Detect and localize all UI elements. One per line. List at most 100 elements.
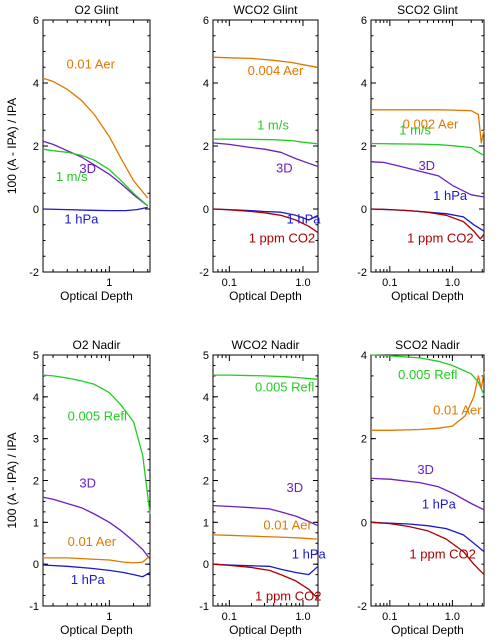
x-axis-label: Optical Depth xyxy=(229,289,302,303)
series-line-2 xyxy=(43,555,151,564)
chart-title: SCO2 Glint xyxy=(397,3,458,17)
y-tick-label: 4 xyxy=(361,78,367,90)
series-line-0 xyxy=(42,77,149,199)
y-tick-label: 2 xyxy=(33,476,39,488)
y-tick-label: 4 xyxy=(203,392,209,404)
series-line-1 xyxy=(42,496,151,560)
y-axis-label: 100 (A - IPA) / IPA xyxy=(5,432,19,528)
y-tick-label: 6 xyxy=(203,15,209,27)
chart-title: O2 Nadir xyxy=(72,338,120,352)
series-label: 1 hPa xyxy=(422,497,457,512)
series-line-4 xyxy=(370,521,485,576)
x-tick-label: 0.1 xyxy=(222,277,237,289)
series-line-1 xyxy=(213,138,319,145)
series-label: 1 ppm CO2 xyxy=(249,230,315,245)
x-tick-label: 1 xyxy=(106,611,112,623)
x-tick-label: 0.1 xyxy=(382,277,397,289)
series-label: 1 ppm CO2 xyxy=(407,230,473,245)
y-tick-label: 4 xyxy=(33,392,39,404)
series-label: 1 m/s xyxy=(257,118,289,133)
y-tick-label: 0 xyxy=(33,204,39,216)
y-tick-label: 0 xyxy=(33,559,39,571)
series-line-4 xyxy=(212,563,319,599)
y-tick-label: 2 xyxy=(361,434,367,446)
series-label: 0.01 Aer xyxy=(68,534,117,549)
series-line-4 xyxy=(212,208,319,234)
series-label: 3D xyxy=(417,462,434,477)
series-line-1 xyxy=(371,371,485,431)
series-label: 1 hPa xyxy=(287,211,322,226)
y-tick-label: 6 xyxy=(33,15,39,27)
y-tick-label: 1 xyxy=(203,517,209,529)
series-line-0 xyxy=(371,109,485,144)
y-tick-label: 3 xyxy=(203,434,209,446)
chart-title: WCO2 Nadir xyxy=(231,338,299,352)
y-tick-label: 2 xyxy=(203,476,209,488)
series-label: 3D xyxy=(418,158,435,173)
series-label: 1 hPa xyxy=(71,572,106,587)
y-tick-label: 3 xyxy=(33,434,39,446)
series-label: 0.005 Refl xyxy=(255,379,314,394)
series-line-1 xyxy=(370,142,485,156)
series-label: 1 m/s xyxy=(399,123,431,138)
x-axis-label: Optical Depth xyxy=(60,289,133,303)
y-tick-label: 0 xyxy=(361,204,367,216)
series-label: 1 hPa xyxy=(64,211,99,226)
series-line-0 xyxy=(42,374,151,515)
y-tick-label: 2 xyxy=(203,141,209,153)
y-tick-label: 0 xyxy=(203,559,209,571)
x-tick-label: 0.1 xyxy=(222,611,237,623)
y-tick-label: -2 xyxy=(357,601,367,613)
x-tick-label: 1.0 xyxy=(295,277,310,289)
x-tick-label: 1.0 xyxy=(295,611,310,623)
y-tick-label: -1 xyxy=(29,601,39,613)
x-axis-label: Optical Depth xyxy=(391,623,464,637)
x-tick-label: 1.0 xyxy=(445,277,460,289)
series-label: 1 hPa xyxy=(292,547,327,562)
y-tick-label: 4 xyxy=(203,78,209,90)
series-line-1 xyxy=(42,140,149,207)
y-tick-label: 6 xyxy=(361,15,367,27)
series-line-3 xyxy=(370,521,485,553)
chart-title: O2 Glint xyxy=(74,3,119,17)
series-line-2 xyxy=(212,534,319,540)
series-line-2 xyxy=(212,142,319,168)
x-tick-label: 0.1 xyxy=(382,611,397,623)
series-label: 0.002 Aer xyxy=(403,116,459,131)
plot-frame xyxy=(370,354,485,607)
y-tick-label: 2 xyxy=(33,141,39,153)
x-tick-label: 1 xyxy=(106,277,112,289)
series-line-0 xyxy=(213,374,319,380)
y-tick-label: 2 xyxy=(361,141,367,153)
series-label: 0.005 Refl xyxy=(398,367,457,382)
series-label: 3D xyxy=(79,476,96,491)
series-label: 0.005 Refl xyxy=(68,409,127,424)
series-label: 1 ppm CO2 xyxy=(409,547,475,562)
series-label: 0.01 Aer xyxy=(263,517,312,532)
y-axis-label: 100 (A - IPA) / IPA xyxy=(5,98,19,194)
series-label: 0.004 Aer xyxy=(248,63,304,78)
y-tick-label: 0 xyxy=(203,204,209,216)
series-line-2 xyxy=(42,148,149,207)
y-tick-label: -2 xyxy=(29,267,39,279)
series-line-2 xyxy=(370,161,485,198)
series-line-2 xyxy=(370,477,485,511)
series-label: 1 m/s xyxy=(56,169,88,184)
x-axis-label: Optical Depth xyxy=(391,289,464,303)
y-tick-label: -2 xyxy=(357,267,367,279)
series-line-3 xyxy=(42,564,151,578)
series-label: 3D xyxy=(79,161,96,176)
x-axis-label: Optical Depth xyxy=(229,623,302,637)
y-tick-label: 5 xyxy=(203,350,209,362)
series-line-3 xyxy=(42,206,148,212)
y-tick-label: 0 xyxy=(361,517,367,529)
x-axis-label: Optical Depth xyxy=(60,623,133,637)
y-tick-label: 4 xyxy=(361,350,367,362)
x-tick-label: 1.0 xyxy=(445,611,460,623)
